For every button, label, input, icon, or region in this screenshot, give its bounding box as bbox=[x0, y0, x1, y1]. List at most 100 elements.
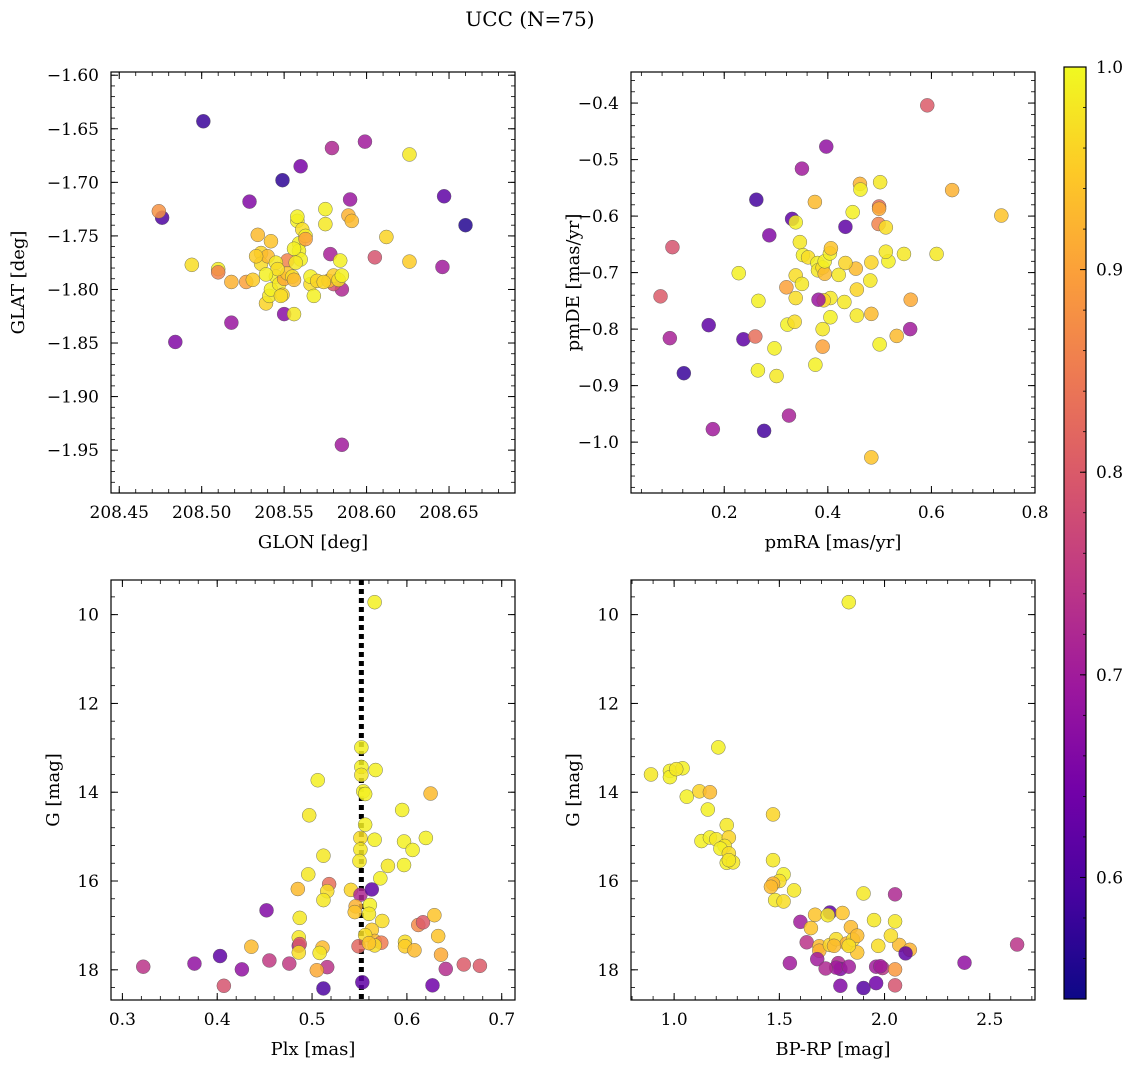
data-point bbox=[803, 920, 819, 936]
data-point bbox=[794, 161, 810, 176]
data-point bbox=[896, 246, 912, 262]
data-point bbox=[853, 182, 868, 197]
x-tick-label: 1.0 bbox=[661, 1010, 688, 1030]
data-point bbox=[407, 943, 422, 958]
data-point bbox=[841, 594, 856, 610]
data-point bbox=[379, 229, 394, 245]
data-point bbox=[863, 273, 878, 288]
y-tick-label: −1.0 bbox=[578, 433, 619, 453]
figure-title: UCC (N=75) bbox=[465, 7, 594, 31]
points bbox=[653, 98, 1009, 465]
data-point bbox=[920, 98, 935, 113]
data-point bbox=[273, 288, 289, 304]
data-point bbox=[957, 955, 972, 970]
data-point bbox=[290, 881, 306, 897]
y-tick-label: 16 bbox=[77, 872, 99, 892]
y-tick-label: 14 bbox=[597, 783, 619, 803]
y-tick-label: 14 bbox=[77, 783, 99, 803]
data-point bbox=[815, 321, 830, 337]
data-point bbox=[701, 317, 716, 333]
data-point bbox=[676, 365, 692, 381]
data-point bbox=[831, 267, 846, 283]
data-point bbox=[902, 321, 918, 337]
data-point bbox=[807, 907, 823, 922]
data-point bbox=[423, 786, 438, 801]
y-tick-label: −1.60 bbox=[47, 66, 99, 86]
data-point bbox=[293, 159, 308, 174]
data-point bbox=[887, 887, 903, 902]
data-point bbox=[427, 908, 442, 923]
data-point bbox=[334, 268, 350, 283]
data-point bbox=[819, 139, 834, 154]
data-point bbox=[700, 802, 716, 817]
colorbar-tick-label: 0.8 bbox=[1096, 463, 1123, 483]
y-tick-label: 12 bbox=[77, 694, 99, 714]
data-point bbox=[669, 761, 684, 777]
data-point bbox=[856, 980, 871, 996]
data-point bbox=[212, 948, 228, 964]
data-point bbox=[788, 215, 803, 230]
data-point bbox=[833, 978, 848, 993]
y-tick-label: 12 bbox=[597, 694, 619, 714]
y-tick-label: −1.80 bbox=[47, 280, 99, 300]
data-point bbox=[807, 194, 823, 210]
y-tick-label: 18 bbox=[597, 961, 619, 981]
data-point bbox=[719, 817, 734, 833]
y-tick-label: 10 bbox=[77, 606, 99, 626]
data-point bbox=[402, 147, 417, 162]
data-point bbox=[316, 981, 331, 996]
data-point bbox=[702, 785, 718, 800]
colorbar-tick-label: 1.0 bbox=[1096, 58, 1123, 78]
data-point bbox=[871, 938, 886, 954]
data-point bbox=[263, 234, 279, 249]
x-axis-label: Plx [mas] bbox=[271, 1039, 356, 1060]
data-point bbox=[361, 935, 377, 951]
data-point bbox=[763, 879, 779, 894]
data-point bbox=[815, 339, 830, 354]
colorbar-gradient bbox=[1063, 66, 1087, 1000]
scatter-panel-bottom-right: 1.0 1.5 2.0 2.5 10 12 14 16 18 BP-RP [mag] G [mag] bbox=[563, 579, 1036, 1060]
axes-frame bbox=[630, 579, 1036, 1001]
y-tick-label: −0.4 bbox=[578, 94, 619, 114]
data-point bbox=[286, 306, 302, 322]
data-point bbox=[643, 767, 659, 782]
data-point bbox=[887, 962, 903, 977]
data-point bbox=[151, 204, 167, 219]
x-tick-label: 0.6 bbox=[918, 503, 945, 523]
data-point bbox=[298, 231, 313, 247]
data-point bbox=[705, 421, 721, 437]
data-point bbox=[776, 894, 791, 909]
data-point bbox=[826, 938, 842, 954]
data-point bbox=[262, 953, 277, 968]
x-tick-label: 208.45 bbox=[90, 503, 149, 523]
data-point bbox=[210, 265, 226, 280]
x-tick-label: 0.5 bbox=[299, 1010, 326, 1030]
data-point bbox=[845, 204, 860, 220]
colorbar-tick-label: 0.6 bbox=[1096, 868, 1123, 888]
data-point bbox=[887, 978, 903, 993]
data-point bbox=[373, 871, 388, 886]
scatter-panel-top-right: 0.2 0.4 0.6 0.8 −0.4 −0.5 −0.6 −0.7 −0.8 −0.9 −1.0… bbox=[563, 71, 1049, 553]
data-point bbox=[751, 293, 766, 309]
y-tick-label: −1.90 bbox=[47, 388, 99, 408]
data-point bbox=[731, 265, 746, 281]
data-point bbox=[430, 928, 446, 944]
data-point bbox=[788, 290, 803, 306]
data-point bbox=[316, 274, 331, 290]
data-point bbox=[889, 328, 904, 344]
data-point bbox=[136, 959, 151, 974]
data-point bbox=[750, 363, 766, 378]
data-point bbox=[456, 957, 471, 972]
data-point bbox=[292, 910, 307, 926]
x-tick-label: 0.4 bbox=[204, 1010, 231, 1030]
data-point bbox=[769, 368, 784, 384]
data-point bbox=[309, 963, 324, 978]
points bbox=[151, 114, 473, 452]
y-tick-label: −1.75 bbox=[47, 227, 99, 247]
data-point bbox=[375, 913, 390, 929]
data-point bbox=[248, 249, 264, 264]
data-point bbox=[929, 246, 944, 262]
data-point bbox=[290, 209, 305, 224]
x-tick-label: 0.6 bbox=[393, 1010, 420, 1030]
data-point bbox=[786, 883, 802, 898]
